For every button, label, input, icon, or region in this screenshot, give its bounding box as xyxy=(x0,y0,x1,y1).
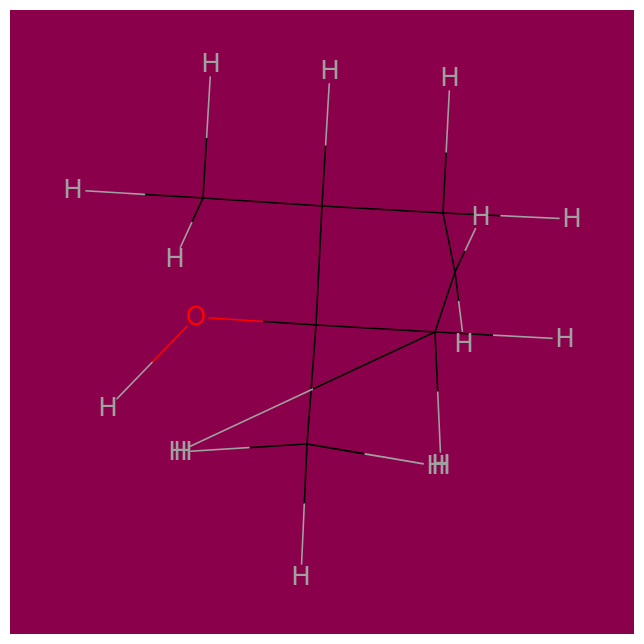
bond-c1-h2 xyxy=(202,76,212,199)
bond-c2-c6 xyxy=(315,205,323,326)
atom-label-h2: H xyxy=(201,49,221,79)
atom-label-h5: H xyxy=(320,56,340,86)
bond-c5-h10 xyxy=(434,331,553,340)
atom-label-h4: H xyxy=(165,244,185,274)
bond-c5-c6 xyxy=(315,324,436,333)
bond-c2-c3 xyxy=(321,205,444,214)
atom-label-h12: H xyxy=(168,437,188,467)
bond-o1-h1 xyxy=(116,325,188,400)
bond-c6-o1 xyxy=(208,317,317,326)
atom-label-h1: H xyxy=(98,393,118,423)
atom-label-h8: H xyxy=(471,202,491,232)
bond-c5-h11 xyxy=(434,331,442,453)
bond-c5-h12 xyxy=(188,331,436,448)
diagram-background xyxy=(10,10,634,634)
atom-label-h14: H xyxy=(291,562,311,592)
bond-c3-h6 xyxy=(442,90,451,214)
bond-c4-h8 xyxy=(454,227,477,273)
atom-label-h15: H xyxy=(173,437,193,467)
atom-label-h16: H xyxy=(431,451,451,481)
atom-label-h6: H xyxy=(440,63,460,93)
atom-label-h3: H xyxy=(63,175,83,205)
atom-label-h11: H xyxy=(431,450,451,480)
atom-label-h13: H xyxy=(426,451,446,481)
bond-c3-c4 xyxy=(442,212,456,273)
bond-c1-c2 xyxy=(202,197,323,207)
bond-c3-h7 xyxy=(442,212,560,220)
bond-c7-h16 xyxy=(306,443,424,465)
bond-layer xyxy=(85,76,560,565)
atom-label-o1: O xyxy=(186,302,206,332)
bond-c1-h4 xyxy=(179,197,204,248)
bond-c7-h14 xyxy=(300,443,308,565)
atom-label-h10: H xyxy=(555,324,575,354)
atom-label-h7: H xyxy=(562,204,582,234)
bond-c1-h3 xyxy=(85,189,204,199)
bond-c7-h15 xyxy=(190,443,308,452)
bond-c4-h9 xyxy=(454,271,464,332)
bond-c2-h5 xyxy=(321,83,331,207)
bond-c4-c5 xyxy=(434,271,456,333)
atom-label-h9: H xyxy=(454,329,474,359)
bond-c6-c7 xyxy=(306,324,317,445)
